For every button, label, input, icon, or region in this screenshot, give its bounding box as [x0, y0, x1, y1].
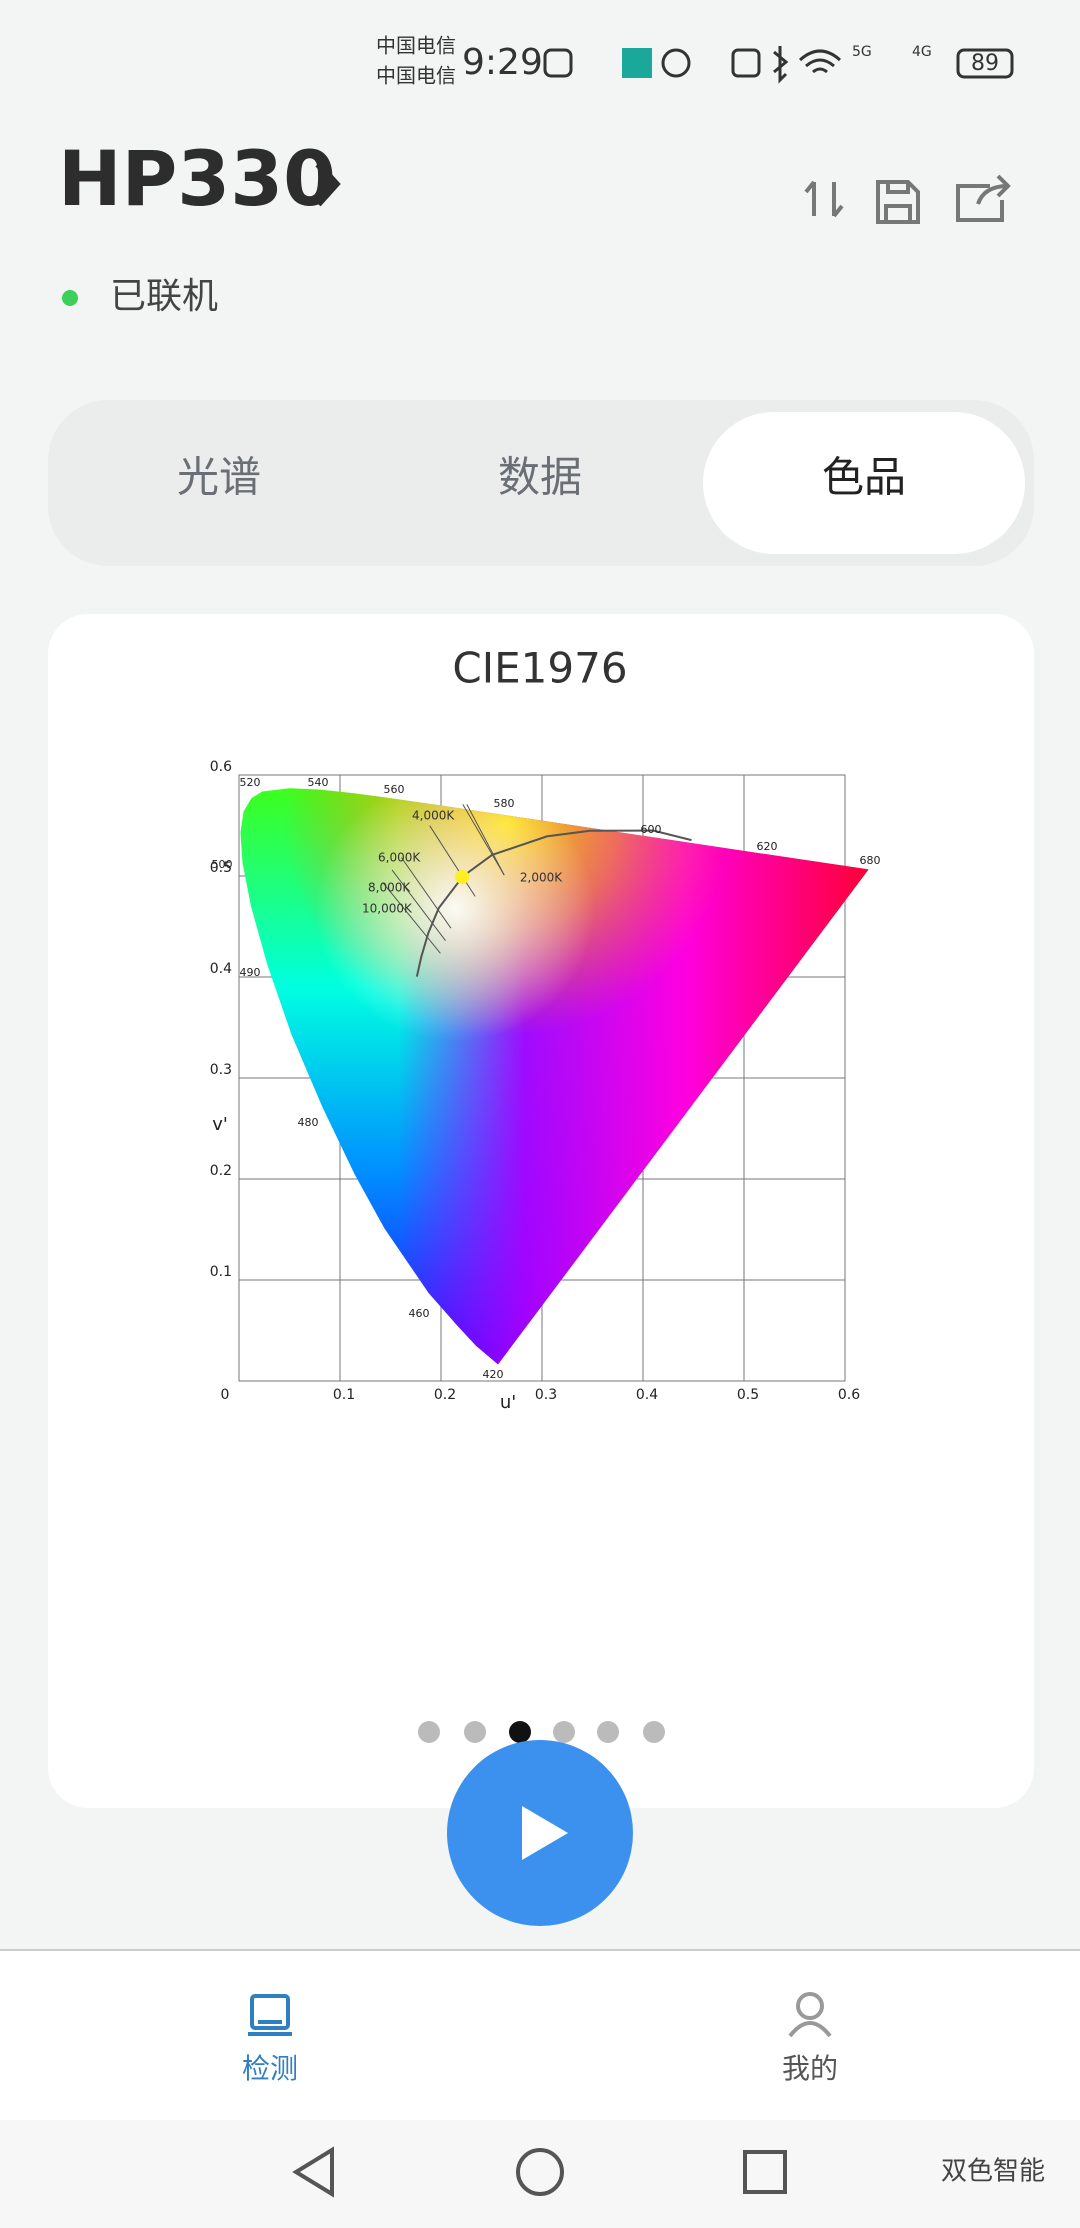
- recent-button[interactable]: [743, 2150, 787, 2194]
- wavelength-label: 540: [308, 776, 329, 789]
- pager-dot[interactable]: [553, 1721, 575, 1743]
- battery-level: 89: [971, 51, 999, 76]
- y-tick-label: 0.5: [210, 860, 232, 876]
- isotherm: [382, 882, 441, 954]
- y-tick-label: 0.1: [210, 1264, 232, 1280]
- plot-frame: [238, 774, 846, 1382]
- connection-status: 已联机: [110, 276, 218, 317]
- watermark: 双色智能: [941, 2157, 1045, 2187]
- planckian-locus: [415, 829, 692, 977]
- share-icon[interactable]: [956, 174, 1011, 222]
- wavelength-label: 600: [641, 823, 662, 836]
- nav-label[interactable]: 检测: [242, 2052, 298, 2085]
- measured-point: [455, 870, 470, 885]
- back-button[interactable]: [292, 2146, 334, 2198]
- home-button[interactable]: [516, 2148, 564, 2196]
- x-tick-label: 0.2: [434, 1387, 456, 1403]
- wavelength-label: 580: [494, 797, 515, 810]
- carrier: 中国电信: [376, 34, 456, 58]
- pager-dot[interactable]: [418, 1721, 440, 1743]
- device-name[interactable]: HP330: [58, 134, 336, 223]
- profile-icon[interactable]: [796, 1992, 824, 2020]
- x-axis-label: u': [500, 1392, 516, 1413]
- x-tick-label: 0.6: [838, 1387, 860, 1403]
- tab[interactable]: 数据: [498, 453, 582, 502]
- cct-label: 10,000K: [362, 902, 413, 916]
- isotherm: [462, 804, 505, 876]
- cct-label: 2,000K: [520, 871, 563, 885]
- detect-icon[interactable]: [250, 1994, 290, 2030]
- wavelength-label: 490: [240, 966, 261, 979]
- tab[interactable]: 光谱: [177, 453, 261, 502]
- sort-icon[interactable]: [804, 180, 844, 218]
- clock: 9:29: [462, 42, 543, 83]
- nav-icons: [248, 1992, 832, 2038]
- wavelength-label: 560: [384, 783, 405, 796]
- system-buttons: [292, 2146, 787, 2198]
- y-tick-label: 0.3: [210, 1062, 232, 1078]
- tab-selected: [703, 412, 1025, 554]
- x-tick-label: 0.3: [535, 1387, 557, 1403]
- cct-label: 6,000K: [378, 851, 421, 865]
- save-icon[interactable]: [876, 180, 920, 224]
- isotherm: [391, 869, 446, 941]
- nav-label[interactable]: 我的: [782, 2052, 838, 2085]
- bottom-nav: [0, 1950, 1080, 2120]
- carrier: 中国电信: [376, 64, 456, 88]
- network: 5G: [852, 44, 872, 60]
- wavelength-label: 520: [240, 776, 261, 789]
- pager: [418, 1721, 665, 1743]
- isotherm: [466, 804, 505, 876]
- system-nav: [0, 2120, 1080, 2228]
- chevron[interactable]: [315, 161, 341, 207]
- tab[interactable]: 色品: [822, 453, 906, 502]
- chart-title: CIE1976: [452, 644, 627, 693]
- pager-dot[interactable]: [643, 1721, 665, 1743]
- pager-dot[interactable]: [597, 1721, 619, 1743]
- wavelength-label: 680: [860, 854, 881, 867]
- x-tick-label: 0.5: [737, 1387, 759, 1403]
- x-tick-label: 0: [221, 1387, 230, 1403]
- wavelength-label: 480: [298, 1116, 319, 1129]
- wavelength-label: 620: [757, 840, 778, 853]
- pager-dot[interactable]: [464, 1721, 486, 1743]
- y-tick-label: 0.4: [210, 961, 232, 977]
- pager-dot[interactable]: [509, 1721, 531, 1743]
- isotherm: [429, 825, 476, 897]
- x-tick-label: 0.1: [333, 1387, 355, 1403]
- cct-label: 4,000K: [412, 809, 455, 823]
- wavelength-label: 460: [409, 1307, 430, 1320]
- y-axis-label: v': [212, 1114, 228, 1135]
- toolbar: [804, 174, 1011, 224]
- play-icon: [522, 1806, 568, 1860]
- y-tick-label: 0.2: [210, 1163, 232, 1179]
- x-tick-label: 0.4: [636, 1387, 658, 1403]
- cct-label: 8,000K: [368, 881, 411, 895]
- wavelength-label: 420: [483, 1368, 504, 1381]
- wavelength-label: 500: [212, 858, 233, 871]
- status-icons: [543, 46, 1014, 84]
- network: 4G: [912, 44, 932, 60]
- y-tick-label: 0.6: [210, 759, 232, 775]
- isotherm: [400, 857, 452, 929]
- status-dot: [62, 290, 78, 306]
